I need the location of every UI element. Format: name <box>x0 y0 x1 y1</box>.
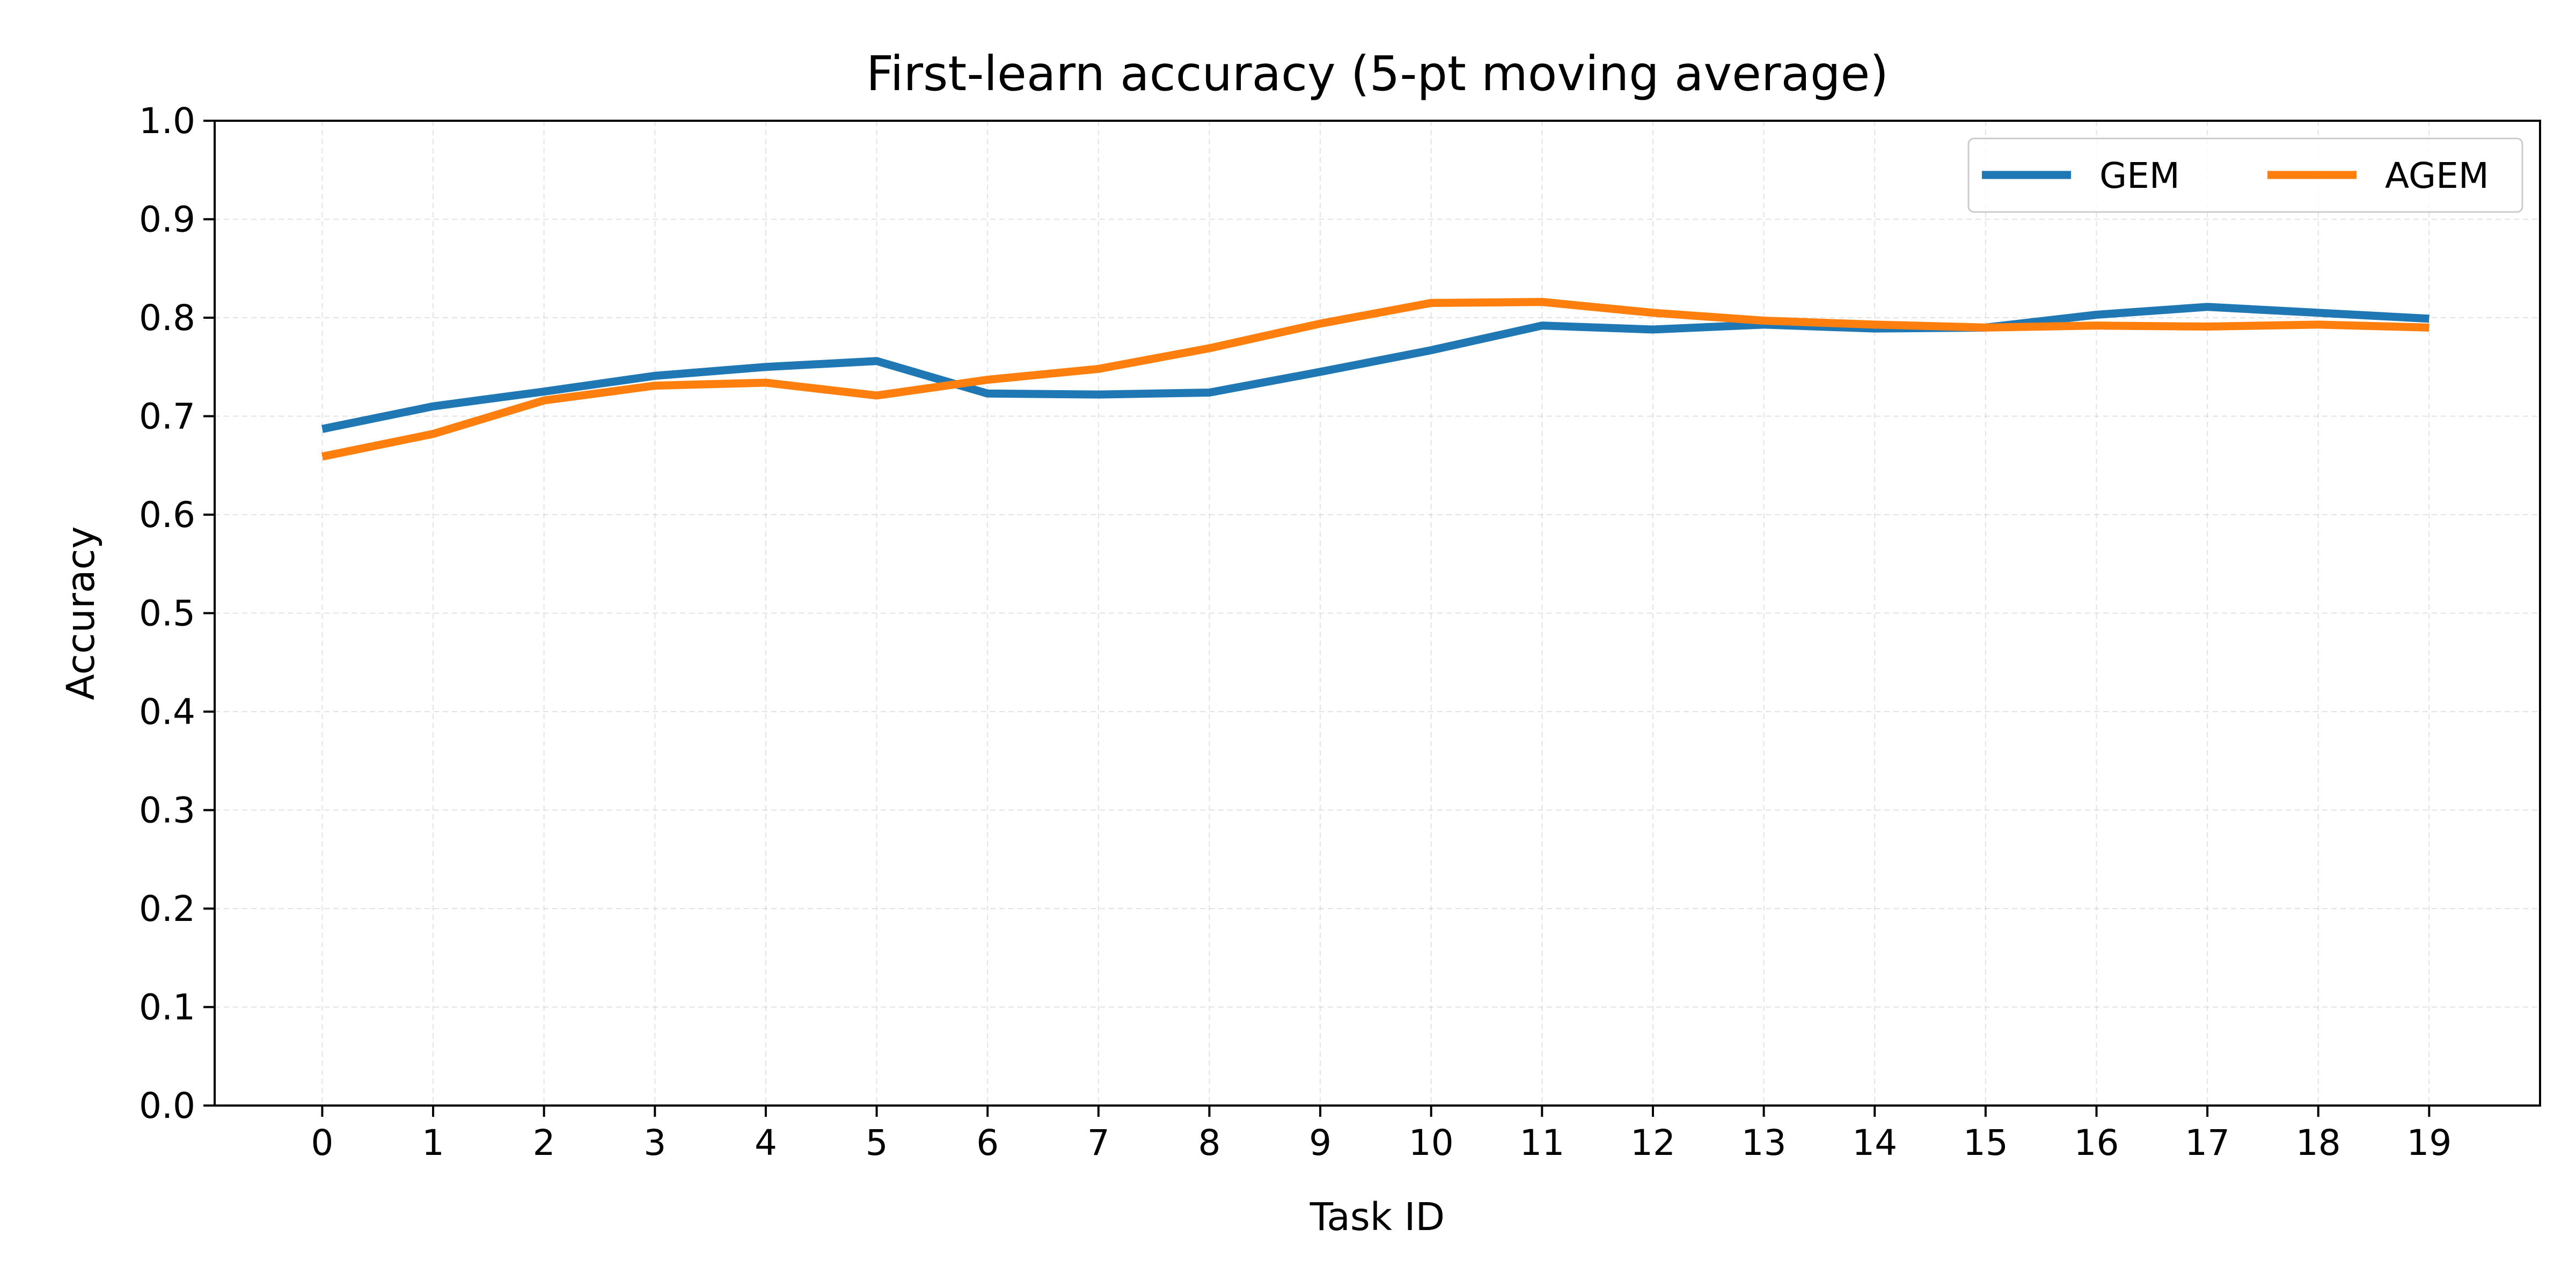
y-tick-label: 0.7 <box>139 396 195 437</box>
x-tick-label: 7 <box>1087 1122 1110 1163</box>
x-tick-label: 0 <box>311 1122 333 1163</box>
legend-label-gem: GEM <box>2099 155 2180 196</box>
y-axis-label: Accuracy <box>58 526 103 700</box>
x-tick-label: 6 <box>976 1122 999 1163</box>
y-tick-label: 0.1 <box>139 987 195 1028</box>
y-tick-label: 0.9 <box>139 199 195 240</box>
y-tick-label: 0.0 <box>139 1085 195 1126</box>
x-tick-label: 16 <box>2074 1122 2119 1163</box>
chart-title: First-learn accuracy (5-pt moving averag… <box>866 46 1889 101</box>
x-tick-label: 8 <box>1198 1122 1220 1163</box>
x-tick-label: 5 <box>866 1122 888 1163</box>
x-tick-label: 17 <box>2185 1122 2230 1163</box>
x-tick-label: 12 <box>1630 1122 1675 1163</box>
y-tick-label: 1.0 <box>139 100 195 142</box>
x-tick-label: 14 <box>1852 1122 1897 1163</box>
y-tick-label: 0.3 <box>139 790 195 831</box>
y-axis-ticks: 0.0 0.1 0.2 0.3 0.4 0.5 0.6 0.7 0.8 0.9 1.0 <box>139 100 215 1126</box>
series-lines <box>321 298 2429 461</box>
y-tick-label: 0.8 <box>139 297 195 339</box>
x-tick-label: 18 <box>2296 1122 2341 1163</box>
series-line-agem <box>321 298 2429 461</box>
x-tick-label: 2 <box>533 1122 555 1163</box>
x-tick-label: 13 <box>1741 1122 1787 1163</box>
legend: GEM AGEM <box>1967 137 2523 213</box>
x-tick-label: 1 <box>422 1122 444 1163</box>
x-tick-label: 19 <box>2406 1122 2451 1163</box>
y-tick-label: 0.6 <box>139 494 195 536</box>
x-tick-label: 3 <box>643 1122 666 1163</box>
x-tick-label: 10 <box>1409 1122 1454 1163</box>
legend-frame <box>1967 137 2523 213</box>
x-tick-label: 11 <box>1519 1122 1564 1163</box>
x-tick-label: 4 <box>755 1122 777 1163</box>
x-axis-ticks: 0 1 2 3 4 5 6 7 8 9 10 11 12 13 14 15 16 17 18 19 <box>311 1106 2451 1163</box>
series-line-gem <box>321 303 2429 433</box>
y-tick-label: 0.5 <box>139 593 195 634</box>
y-tick-label: 0.2 <box>139 888 195 930</box>
y-tick-label: 0.4 <box>139 691 195 733</box>
x-tick-label: 15 <box>1963 1122 2008 1163</box>
x-tick-label: 9 <box>1309 1122 1331 1163</box>
legend-label-agem: AGEM <box>2385 155 2489 196</box>
x-axis-label: Task ID <box>1309 1195 1445 1239</box>
